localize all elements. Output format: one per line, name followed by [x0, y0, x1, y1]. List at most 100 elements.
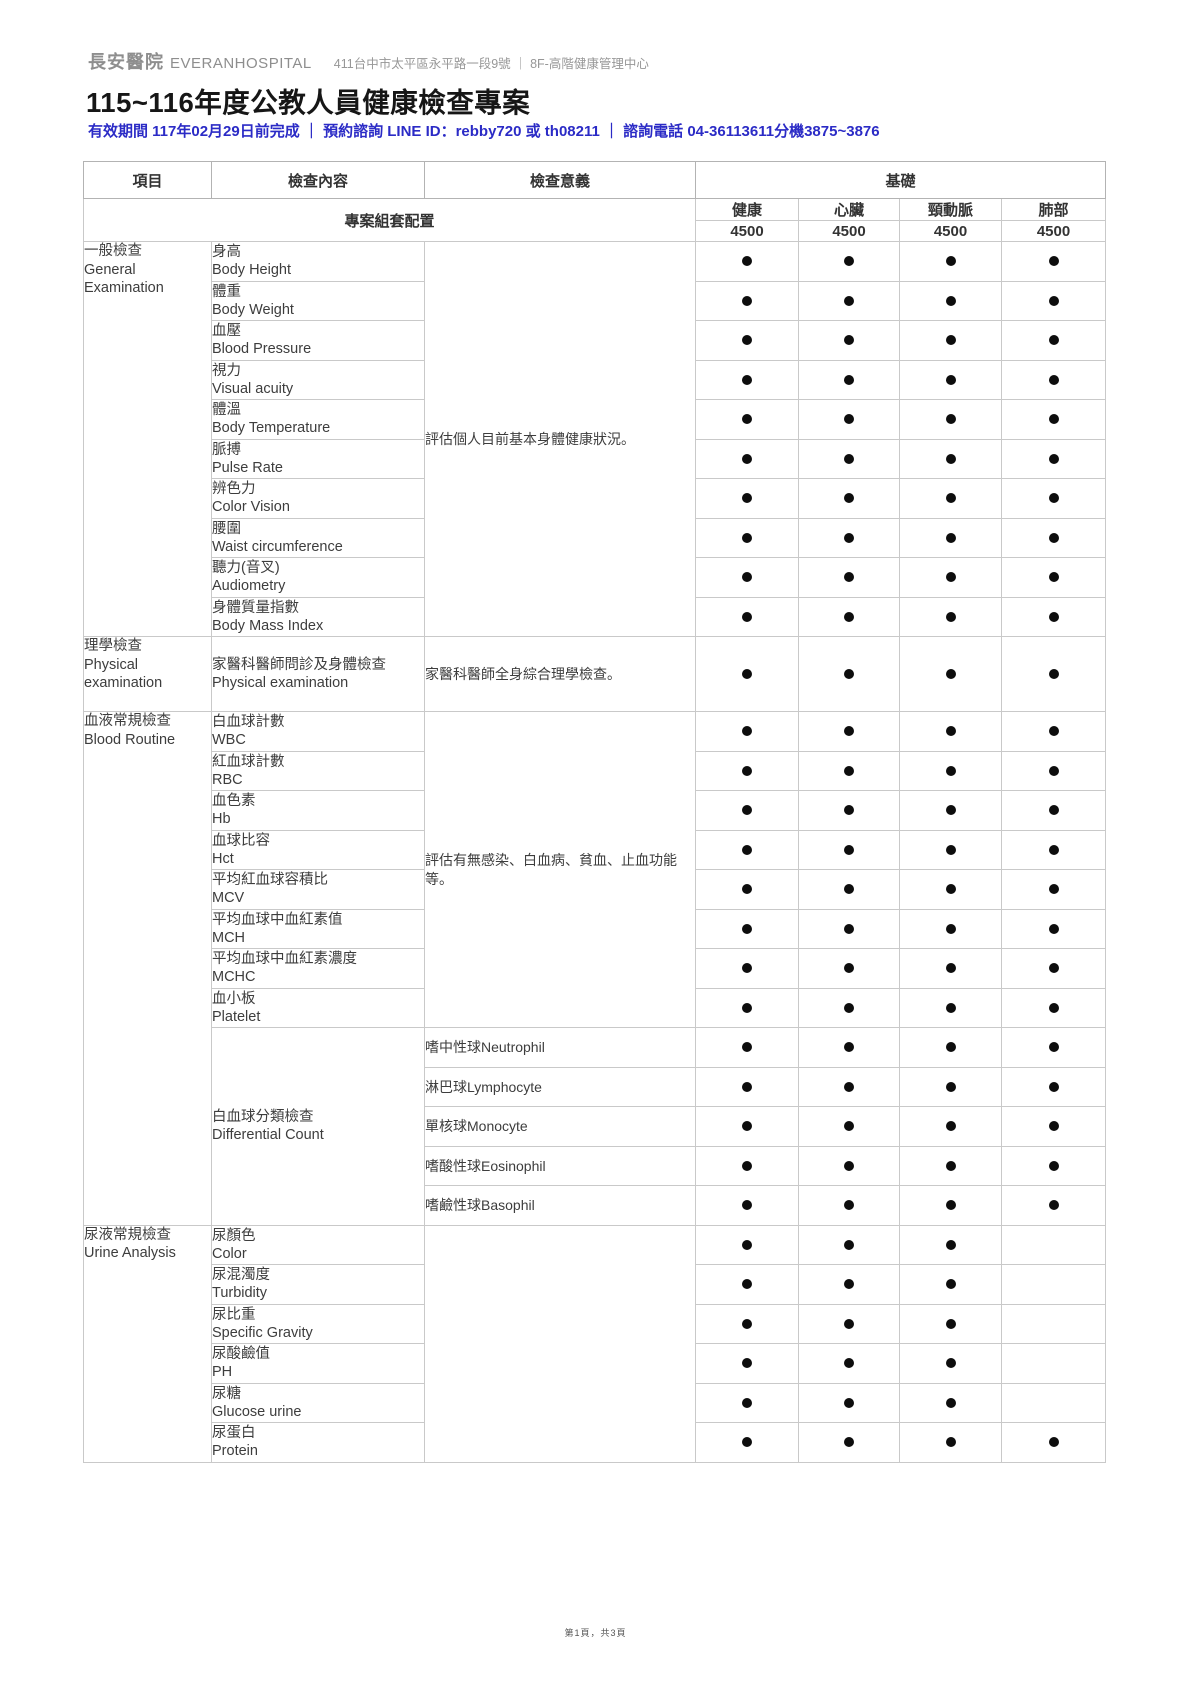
package-included-cell	[695, 241, 799, 282]
exam-meaning-cell	[424, 1224, 696, 1463]
exam-item-name-en: Blood Pressure	[212, 341, 312, 358]
package-included-cell	[798, 908, 900, 949]
package-included-cell	[695, 596, 799, 637]
package-included-cell	[798, 517, 900, 558]
exam-item-name-en: Body Temperature	[212, 420, 331, 437]
included-dot-icon	[742, 1121, 752, 1132]
section-name-zh: 尿液常規檢查	[84, 1226, 172, 1243]
table-row: 尿比重 Specific Gravity	[84, 1303, 1106, 1344]
included-dot-icon	[945, 453, 956, 464]
package-included-cell	[1001, 359, 1106, 400]
exam-item-cell: 血色素 Hb	[211, 790, 425, 831]
exam-item-name-zh: 血小板	[212, 990, 256, 1007]
exam-item-cell: 尿顏色 Color	[211, 1224, 425, 1265]
package-name: 健康	[695, 198, 799, 221]
exam-item-cell: 辨色力 Color Vision	[211, 478, 425, 519]
included-dot-icon	[844, 1397, 854, 1408]
included-dot-icon	[945, 1160, 956, 1171]
included-dot-icon	[1048, 1042, 1059, 1053]
exam-item-name-zh: 體重	[212, 283, 242, 300]
included-dot-icon	[1048, 805, 1059, 816]
included-dot-icon	[844, 669, 854, 680]
exam-item-name-zh: 腰圍	[212, 520, 242, 537]
package-included-cell	[899, 1343, 1002, 1384]
package-price: 4500	[695, 220, 799, 242]
included-dot-icon	[742, 1279, 752, 1290]
package-included-cell	[798, 948, 900, 989]
exam-meaning-cell: 評估有無感染、白血病、貧血、止血功能等。	[424, 711, 696, 1028]
package-included-cell	[1001, 399, 1106, 440]
section-name-cell: 一般檢查 General Examination	[83, 241, 212, 637]
package-included-cell	[899, 908, 1002, 949]
included-dot-icon	[945, 414, 956, 425]
included-dot-icon	[945, 1081, 956, 1092]
included-dot-icon	[945, 493, 956, 504]
package-name: 肺部	[1001, 198, 1106, 221]
exam-item-cell: 尿糖 Glucose urine	[211, 1382, 425, 1423]
exam-item-name-en: Physical examination	[212, 675, 349, 691]
included-dot-icon	[945, 572, 956, 583]
package-included-cell	[798, 399, 900, 440]
exam-item-name-en: Hb	[212, 811, 231, 828]
package-included-cell	[899, 399, 1002, 440]
package-included-cell	[695, 790, 799, 831]
section-name-en: General Examination	[84, 261, 164, 297]
package-included-cell	[1001, 790, 1106, 831]
exam-item-name-zh: 血色素	[212, 793, 256, 810]
package-included-cell	[695, 908, 799, 949]
table-row: 單核球Monocyte	[84, 1106, 1106, 1147]
exam-item-name-en: Specific Gravity	[212, 1324, 313, 1341]
included-dot-icon	[844, 611, 854, 622]
included-dot-icon	[742, 572, 752, 583]
package-included-cell	[695, 1106, 799, 1147]
included-dot-icon	[742, 884, 752, 895]
included-dot-icon	[1048, 844, 1059, 855]
exam-item-name-zh: 尿糖	[212, 1385, 242, 1402]
package-included-cell	[1001, 1382, 1106, 1423]
package-included-cell	[1001, 1027, 1106, 1068]
exam-item-name-zh: 尿比重	[212, 1306, 256, 1323]
included-dot-icon	[844, 453, 854, 464]
included-dot-icon	[742, 1358, 752, 1369]
exam-item-name-en: MCV	[212, 890, 245, 907]
package-config-label: 專案組套配置	[83, 198, 696, 242]
package-included-cell	[798, 1185, 900, 1226]
included-dot-icon	[844, 1002, 854, 1013]
exam-item-name-zh: 體溫	[212, 402, 242, 419]
package-included-cell	[899, 557, 1002, 598]
package-included-cell	[695, 1185, 799, 1226]
included-dot-icon	[945, 844, 956, 855]
package-included-cell	[1001, 750, 1106, 791]
exam-item-name-en: MCHC	[212, 969, 256, 986]
exam-item-name-en: PH	[212, 1364, 233, 1381]
exam-item-name-en: Color Vision	[212, 499, 290, 516]
package-included-cell	[1001, 517, 1106, 558]
included-dot-icon	[945, 1239, 956, 1250]
package-included-cell	[1001, 1343, 1106, 1384]
package-included-cell	[1001, 1303, 1106, 1344]
exam-item-name-en: Turbidity	[212, 1285, 268, 1302]
exam-item-name-en: Platelet	[212, 1008, 261, 1025]
package-included-cell	[1001, 987, 1106, 1028]
section-name-en: Blood Routine	[84, 731, 176, 748]
package-included-cell	[1001, 1106, 1106, 1147]
exam-item-name-en: Protein	[212, 1443, 258, 1460]
sub-item-label-cell: 嗜酸性球Eosinophil	[424, 1145, 696, 1186]
exam-item-cell: 尿酸鹼值 PH	[211, 1343, 425, 1384]
included-dot-icon	[945, 532, 956, 543]
exam-item-name-en: Pulse Rate	[212, 459, 283, 476]
package-included-cell	[899, 241, 1002, 282]
included-dot-icon	[945, 374, 956, 385]
included-dot-icon	[945, 1200, 956, 1211]
included-dot-icon	[742, 844, 752, 855]
package-included-cell	[1001, 1422, 1106, 1463]
package-included-cell	[899, 1224, 1002, 1265]
included-dot-icon	[742, 1437, 752, 1448]
exam-item-name-zh: 血壓	[212, 323, 242, 340]
included-dot-icon	[1048, 611, 1059, 622]
included-dot-icon	[945, 765, 956, 776]
included-dot-icon	[742, 669, 752, 680]
exam-item-cell: 脈搏 Pulse Rate	[211, 438, 425, 479]
package-included-cell	[899, 750, 1002, 791]
table-row: 尿酸鹼值 PH	[84, 1343, 1106, 1384]
